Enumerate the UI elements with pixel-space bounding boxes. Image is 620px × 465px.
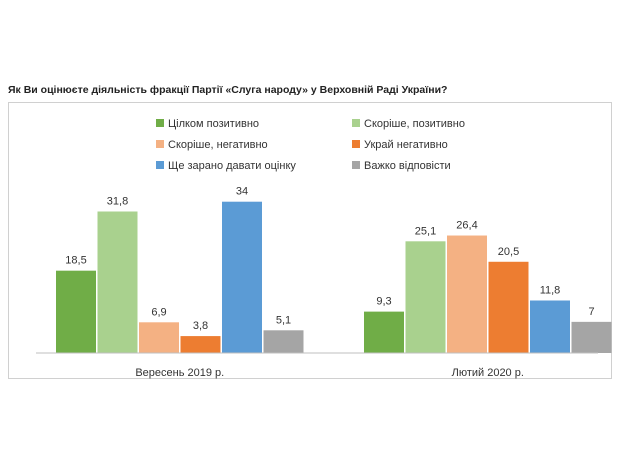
bar-2-2: [405, 241, 446, 353]
data-label-4-1: 3,8: [193, 320, 208, 332]
legend-label-2: Скоріше, позитивно: [364, 118, 465, 130]
data-label-5-2: 11,8: [540, 284, 561, 296]
legend-swatch-4: [352, 140, 360, 148]
legend-swatch-5: [156, 161, 164, 169]
data-label-3-2: 26,4: [456, 220, 477, 232]
legend-item-3: Скоріше, негативно: [156, 139, 268, 151]
legend-item-1: Цілком позитивно: [156, 118, 259, 130]
chart-frame: [8, 102, 612, 379]
data-label-1-2: 9,3: [376, 296, 391, 308]
legend-item-4: Украй негативно: [352, 139, 448, 151]
data-label-4-2: 20,5: [498, 246, 519, 258]
bar-2-1: [97, 211, 138, 353]
legend-label-5: Ще зарано давати оцінку: [168, 160, 296, 172]
legend-item-2: Скоріше, позитивно: [352, 118, 465, 130]
bar-5-2: [530, 300, 570, 353]
legend-swatch-1: [156, 119, 164, 127]
bar-3-1: [139, 322, 179, 353]
legend-label-1: Цілком позитивно: [168, 118, 259, 130]
legend: Цілком позитивно Скоріше, позитивно Скоріш…: [156, 118, 465, 172]
legend-label-3: Скоріше, негативно: [168, 139, 268, 151]
bar-1-2: [364, 311, 404, 353]
data-label-5-1: 34: [236, 186, 248, 198]
bar-5-1: [222, 201, 262, 353]
data-label-6-2: 7: [588, 306, 594, 318]
bar-6-1: [263, 330, 304, 353]
legend-swatch-6: [352, 161, 360, 169]
legend-item-6: Важко відповісти: [352, 160, 451, 172]
legend-swatch-2: [352, 119, 360, 127]
data-label-6-1: 5,1: [276, 314, 291, 326]
bar-4-2: [488, 261, 529, 353]
data-label-2-1: 31,8: [107, 195, 128, 207]
chart-question: Як Ви оцінюєте діяльність фракції Партії…: [8, 84, 448, 96]
legend-item-5: Ще зарано давати оцінку: [156, 160, 296, 172]
legend-swatch-3: [156, 140, 164, 148]
category-labels: Вересень 2019 р. Лютий 2020 р.: [135, 367, 524, 379]
bar-1-1: [56, 270, 96, 353]
data-label-2-2: 25,1: [415, 225, 436, 237]
bar-6-2: [571, 321, 612, 353]
data-label-3-1: 6,9: [151, 306, 166, 318]
bar-4-1: [180, 336, 221, 353]
bar-3-2: [447, 235, 487, 353]
category-label-1: Вересень 2019 р.: [135, 367, 224, 379]
legend-label-4: Украй негативно: [364, 139, 448, 151]
bars-layer: 18,5 9,3 31,8 25,1 6,9 26,4 3,8 20,5 34 11,8 5,1 7: [56, 186, 612, 353]
category-label-2: Лютий 2020 р.: [452, 367, 524, 379]
data-label-1-1: 18,5: [65, 255, 86, 267]
legend-label-6: Важко відповісти: [364, 160, 451, 172]
